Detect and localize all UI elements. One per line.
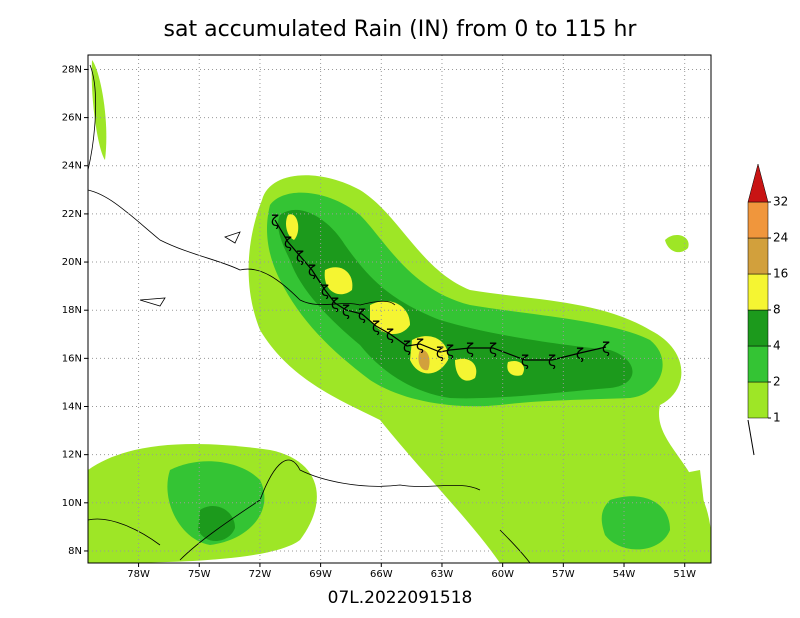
storm-symbol: ζ bbox=[602, 339, 610, 357]
y-tick-label: 28N bbox=[62, 64, 82, 75]
storm-symbol: ζ bbox=[576, 345, 584, 363]
colorbar-segment bbox=[747, 309, 769, 347]
storm-symbol: ζ bbox=[416, 336, 424, 354]
colorbar-segment bbox=[747, 273, 769, 311]
colorbar-label: 8 bbox=[773, 303, 781, 317]
colorbar-segment bbox=[747, 201, 769, 239]
y-tick-label: 18N bbox=[62, 305, 82, 316]
storm-symbol: ζ bbox=[403, 338, 411, 356]
x-tick-label: 69W bbox=[309, 569, 332, 580]
storm-symbol: ζ bbox=[521, 352, 529, 370]
colorbar-segment bbox=[747, 345, 769, 383]
y-tick-label: 16N bbox=[62, 353, 82, 364]
storm-symbol: ζ bbox=[321, 282, 329, 300]
storm-id: 07L.2022091518 bbox=[328, 588, 473, 608]
x-tick-label: 63W bbox=[431, 569, 454, 580]
storm-symbol: ζ bbox=[466, 340, 474, 358]
storm-symbol: ζ bbox=[358, 306, 366, 324]
y-tick-label: 12N bbox=[62, 450, 82, 461]
storm-symbol: ζ bbox=[386, 326, 394, 344]
storm-symbol: ζ bbox=[342, 302, 350, 320]
storm-symbol: ζ bbox=[296, 248, 304, 266]
colorbar-extension bbox=[747, 163, 769, 203]
y-tick-label: 14N bbox=[62, 402, 82, 413]
x-tick-label: 54W bbox=[613, 569, 636, 580]
x-tick-label: 60W bbox=[491, 569, 514, 580]
colorbar-label: 16 bbox=[773, 267, 788, 281]
colorbar-label: 2 bbox=[773, 375, 781, 389]
y-tick-label: 24N bbox=[62, 161, 82, 172]
svg-text:ζ: ζ bbox=[271, 212, 279, 230]
x-tick-label: 72W bbox=[249, 569, 272, 580]
rain-field bbox=[88, 60, 711, 563]
y-tick-label: 22N bbox=[62, 209, 82, 220]
colorbar-segment bbox=[747, 381, 769, 419]
chart-title: sat accumulated Rain (IN) from 0 to 115 … bbox=[164, 17, 638, 42]
storm-symbol: ζ bbox=[436, 344, 444, 362]
x-tick-label: 75W bbox=[188, 569, 211, 580]
x-tick-label: 78W bbox=[127, 569, 150, 580]
storm-symbol: ζ bbox=[308, 262, 316, 280]
storm-symbol: ζ bbox=[446, 342, 454, 360]
y-tick-label: 8N bbox=[68, 546, 82, 557]
storm-symbol: ζ bbox=[331, 295, 339, 313]
colorbar-label: 32 bbox=[773, 195, 788, 209]
x-tick-label: 66W bbox=[370, 569, 393, 580]
storm-symbol: ζ bbox=[372, 318, 380, 336]
plot-frame bbox=[87, 54, 712, 564]
colorbar-label: 4 bbox=[773, 339, 781, 353]
colorbar-segment bbox=[747, 237, 769, 275]
x-tick-label: 57W bbox=[552, 569, 575, 580]
storm-symbol: ζ bbox=[548, 352, 556, 370]
y-tick-label: 26N bbox=[62, 113, 82, 124]
storm-symbol: ζ bbox=[284, 234, 292, 252]
y-tick-label: 10N bbox=[62, 498, 82, 509]
colorbar-label: 24 bbox=[773, 231, 788, 245]
colorbar-label: 1 bbox=[773, 411, 781, 425]
storm-symbol: ζ bbox=[489, 340, 497, 358]
storm-track bbox=[274, 219, 607, 361]
x-tick-label: 51W bbox=[673, 569, 696, 580]
colorbar-tail bbox=[747, 419, 755, 456]
y-tick-label: 20N bbox=[62, 257, 82, 268]
